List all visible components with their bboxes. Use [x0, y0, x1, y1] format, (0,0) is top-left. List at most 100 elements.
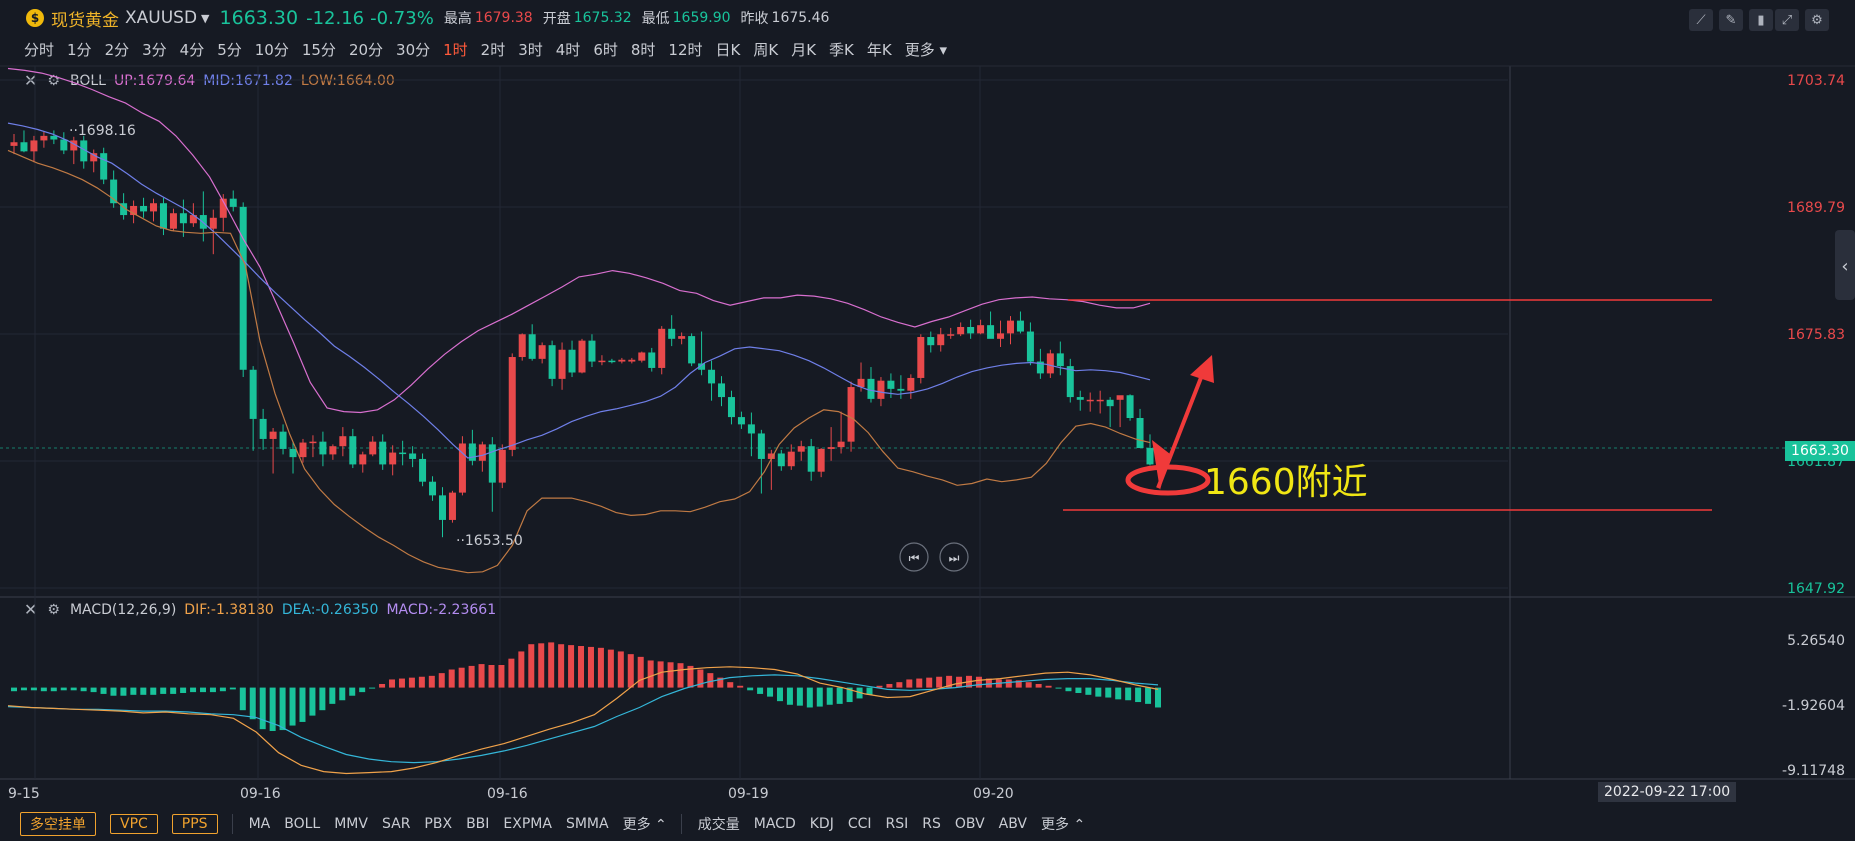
candle	[239, 206, 247, 370]
sub-indicator-item[interactable]: 成交量	[697, 816, 740, 833]
candle	[708, 369, 716, 384]
candle	[1026, 331, 1034, 362]
period-tab[interactable]: 2分	[104, 40, 130, 59]
period-tab[interactable]: 8时	[630, 40, 656, 59]
main-indicator-item[interactable]: SAR	[381, 815, 411, 832]
macd-bar	[518, 651, 525, 688]
candle-style-icon[interactable]: ▮	[1749, 9, 1773, 31]
period-tab[interactable]: 10分	[254, 40, 289, 59]
next-icon: ⏭	[949, 551, 960, 565]
macd-bar	[1005, 679, 1012, 688]
candle	[429, 481, 437, 496]
period-tab[interactable]: 3分	[142, 40, 167, 59]
period-tab[interactable]: 3时	[518, 40, 543, 59]
expand-icon[interactable]: ⤢	[1775, 9, 1799, 31]
sub-indicator-item[interactable]: 更多 ⌃	[1041, 816, 1086, 833]
pen-tool-icon[interactable]: ✎	[1719, 9, 1743, 31]
price-change-pct: -0.73%	[370, 7, 434, 29]
next-button[interactable]	[939, 542, 969, 572]
candle	[628, 359, 636, 362]
x-axis-label: 09-16	[240, 786, 281, 802]
period-tab[interactable]: 12时	[668, 40, 703, 59]
period-tab[interactable]: 2时	[480, 40, 506, 59]
main-indicator-item[interactable]: BOLL	[284, 815, 321, 832]
crosshair-date: 2022-09-22 17:00	[1598, 782, 1737, 802]
candle	[419, 458, 427, 482]
period-tab[interactable]: 4时	[555, 40, 581, 59]
sub-indicator-item[interactable]: RS	[922, 815, 941, 832]
candle	[279, 431, 287, 449]
candle	[389, 452, 397, 465]
macd-bar	[786, 687, 793, 705]
period-tab[interactable]: 1时	[443, 40, 468, 59]
order-tool-button[interactable]: 多空挂单	[20, 811, 96, 836]
sub-indicator-item[interactable]: CCI	[847, 815, 872, 832]
period-tab[interactable]: 分时	[24, 40, 55, 59]
period-tab[interactable]: 4分	[179, 40, 205, 59]
main-indicator-item[interactable]: MMV	[334, 815, 368, 832]
candle	[120, 203, 128, 216]
period-tab[interactable]: 30分	[396, 40, 431, 59]
main-indicator-item[interactable]: 更多 ⌃	[622, 816, 667, 833]
candle	[987, 325, 995, 339]
sub-indicator-item[interactable]: KDJ	[809, 815, 834, 832]
macd-bar	[20, 687, 27, 691]
main-indicator-item[interactable]: BBI	[466, 815, 490, 832]
macd-bar	[508, 658, 515, 688]
sub-indicator-item[interactable]: ABV	[998, 815, 1027, 832]
candle	[847, 387, 855, 442]
side-panel-toggle[interactable]	[1835, 230, 1855, 300]
period-tab[interactable]: 6时	[593, 40, 618, 59]
period-tab[interactable]: 周K	[753, 40, 779, 59]
main-indicator-item[interactable]: EXPMA	[503, 815, 552, 832]
chevron-down-icon[interactable]: ▼	[201, 11, 210, 25]
candle	[409, 453, 417, 459]
macd-bar	[498, 664, 505, 688]
period-tab[interactable]: 更多 ▾	[904, 40, 948, 59]
macd-bar	[587, 646, 594, 688]
macd-bar	[1015, 680, 1022, 688]
gear-icon[interactable]: ⚙	[47, 601, 60, 618]
order-tool-button[interactable]: VPC	[110, 813, 158, 834]
sub-indicator-item[interactable]: RSI	[885, 815, 909, 832]
candle	[309, 441, 317, 444]
instrument-symbol[interactable]: XAUUSD	[125, 8, 198, 28]
line-tool-icon[interactable]: ⟋	[1689, 9, 1713, 31]
period-tab[interactable]: 1分	[67, 40, 92, 59]
macd-bar	[1095, 687, 1102, 697]
macd-bar	[757, 687, 764, 694]
period-tab[interactable]: 年K	[866, 40, 892, 59]
main-indicator-item[interactable]: PBX	[424, 815, 453, 832]
instrument-name[interactable]: 现货黄金	[51, 10, 119, 31]
prev-button[interactable]	[899, 542, 929, 572]
close-icon[interactable]: ✕	[24, 600, 38, 619]
period-tab[interactable]: 日K	[715, 40, 741, 59]
candle	[957, 326, 965, 335]
period-tab[interactable]: 20分	[348, 40, 384, 59]
main-indicator-item[interactable]: SMMA	[565, 815, 609, 832]
sub-indicator-item[interactable]: MACD	[753, 815, 796, 832]
sub-indicator-item[interactable]: OBV	[954, 815, 985, 832]
candle	[468, 443, 476, 461]
high-marker: ··1698.16	[69, 123, 136, 139]
macd-bar	[776, 687, 783, 702]
period-tab[interactable]: 月K	[791, 40, 817, 59]
macd-bar	[568, 645, 575, 688]
main-indicator-item[interactable]: MA	[248, 815, 271, 832]
low-value: 1659.90	[672, 10, 731, 26]
candle	[80, 140, 88, 162]
order-tool-button[interactable]: PPS	[171, 813, 218, 834]
target-ellipse[interactable]	[1125, 464, 1211, 496]
period-tab[interactable]: 季K	[829, 40, 854, 59]
period-tab[interactable]: 15分	[301, 40, 336, 59]
macd-bar	[60, 687, 67, 691]
settings-icon[interactable]: ⚙	[1805, 9, 1829, 31]
macd-axis-label: -1.92604	[1782, 698, 1845, 714]
macd-bar	[279, 687, 286, 731]
candle	[827, 447, 835, 449]
macd-bar	[1115, 687, 1122, 700]
candle	[528, 334, 536, 359]
macd-bar	[289, 687, 296, 726]
period-tab[interactable]: 5分	[217, 40, 242, 59]
